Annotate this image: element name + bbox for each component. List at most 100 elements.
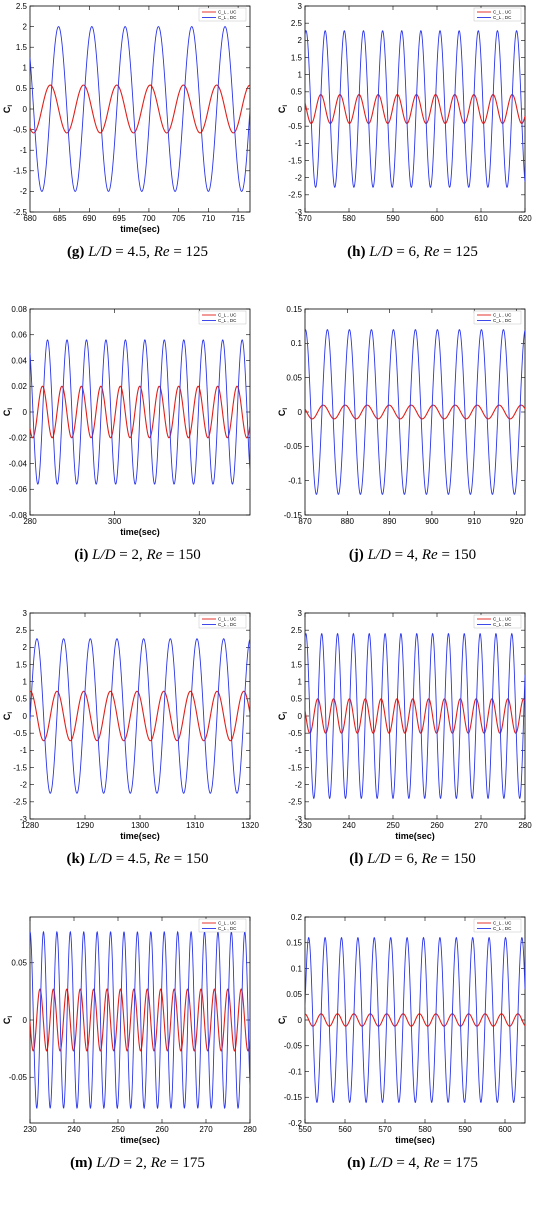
x-tick-label: 250 — [386, 821, 400, 830]
x-tick-label: 590 — [458, 1125, 472, 1134]
x-tick-label: 910 — [468, 517, 482, 526]
y-tick-label: -1 — [295, 139, 303, 148]
x-tick-label: 580 — [418, 1125, 432, 1134]
x-tick-label: 260 — [430, 821, 444, 830]
y-tick-label: -1.5 — [13, 167, 27, 176]
y-tick-label: 1.5 — [291, 660, 303, 669]
caption-l: (l) L/D = 6, Re = 150 — [349, 851, 476, 867]
y-tick-label: 0.1 — [291, 339, 303, 348]
y-tick-label: 0.02 — [11, 382, 27, 391]
y-tick-label: 2.5 — [291, 19, 303, 28]
y-tick-label: 0 — [23, 1016, 28, 1025]
x-tick-label: 570 — [378, 1125, 392, 1134]
y-tick-label: 0.15 — [286, 305, 302, 314]
legend: C_L , UCC_L , DC — [473, 7, 522, 22]
x-tick-label: 280 — [518, 821, 532, 830]
x-tick-label: 1290 — [76, 821, 94, 830]
x-tick-label: 270 — [199, 1125, 213, 1134]
y-tick-label: -3 — [295, 815, 303, 824]
y-tick-label: 0.5 — [16, 695, 28, 704]
y-axis-label: Cl — [277, 408, 289, 417]
chart-j: 870 880 890 900 910 920 -0.15 -0.1 -0.05 0 0.05 0.1… — [277, 305, 526, 526]
x-tick-label: 870 — [298, 517, 312, 526]
legend-label: C_L , DC — [493, 622, 512, 627]
legend: C_L , UCC_L , DC — [198, 614, 247, 629]
y-axis-label: Cl — [277, 105, 289, 114]
y-tick-label: 3 — [298, 2, 303, 11]
y-tick-label: -1.5 — [13, 763, 27, 772]
caption-k: (k) L/D = 4.5, Re = 150 — [66, 851, 209, 867]
y-tick-label: 1.5 — [16, 660, 28, 669]
chart-l: 230 240 250 260 270 280 -3 -2.5 -2 -1.5 -1 -0.5 0 0.5… — [277, 609, 532, 841]
panel-g: 685 690 695 700 705 710 715 680 -2.5 -2 -1.5 -1 -0.5… — [0, 0, 275, 294]
x-tick-label: 230 — [23, 1125, 37, 1134]
y-tick-label: -3 — [295, 208, 303, 217]
y-tick-label: 0.04 — [11, 356, 27, 365]
x-tick-label: 1300 — [131, 821, 149, 830]
y-tick-label: -2.5 — [288, 191, 302, 200]
caption-g: (g) L/D = 4.5, Re = 125 — [66, 244, 209, 260]
legend: C_L , UCC_L , DC — [473, 614, 522, 629]
series-line-uc — [305, 94, 525, 124]
y-tick-label: 1 — [298, 70, 303, 79]
legend-label: C_L , UC — [218, 617, 237, 622]
series-line-dc — [30, 339, 250, 485]
series-line-uc — [30, 988, 250, 1052]
legend-label: C_L , DC — [218, 926, 237, 931]
series-line-dc — [30, 26, 250, 192]
x-tick-label: 685 — [53, 214, 67, 223]
y-axis-label: Cl — [2, 105, 14, 114]
y-tick-label: 0 — [23, 408, 28, 417]
y-tick-label: 0.06 — [11, 331, 27, 340]
series-line-uc — [30, 385, 250, 439]
legend: C_L , UCC_L , DC — [473, 918, 522, 933]
x-tick-label: 1310 — [186, 821, 204, 830]
x-tick-label: 695 — [113, 214, 127, 223]
x-axis-label: time(sec) — [395, 1135, 435, 1145]
panel-h: 570 580 590 600 610 620 -3 -2.5 -2 -1.5 -1 -0.5 0 0.5… — [275, 0, 550, 294]
x-axis-label: time(sec) — [120, 1135, 160, 1145]
x-tick-label: 700 — [142, 214, 156, 223]
y-tick-label: -0.15 — [284, 1093, 303, 1102]
legend-label: C_L , DC — [218, 622, 237, 627]
legend-label: C_L , UC — [493, 313, 512, 318]
x-axis-label: time(sec) — [120, 527, 160, 537]
y-tick-label: 2.5 — [291, 626, 303, 635]
caption-m: (m) L/D = 2, Re = 175 — [70, 1155, 205, 1171]
y-tick-label: 0.05 — [286, 373, 302, 382]
x-tick-label: 320 — [193, 517, 207, 526]
chart-m: 230 240 250 260 270 280 -0.05 0 0.05 Cl time(sec) C… — [2, 916, 257, 1145]
y-tick-label: 0.15 — [286, 939, 302, 948]
y-tick-label: 1 — [23, 677, 28, 686]
x-tick-label: 280 — [23, 517, 37, 526]
x-tick-label: 250 — [111, 1125, 125, 1134]
y-tick-label: -3 — [20, 815, 28, 824]
y-tick-label: -0.5 — [288, 729, 302, 738]
y-axis-label: Cl — [2, 408, 14, 417]
series-line-uc — [30, 690, 250, 742]
y-tick-label: -0.04 — [9, 459, 28, 468]
y-tick-label: 0 — [298, 105, 303, 114]
series-line-dc — [305, 30, 525, 188]
legend: C_L , UCC_L , DC — [198, 918, 247, 933]
legend: C_L , UCC_L , DC — [473, 310, 522, 325]
series-line-dc — [30, 930, 250, 1110]
panel-n: 550 560 570 580 590 600 -0.2 -0.15 -0.1 -0.05 0 0.0… — [275, 911, 550, 1205]
y-tick-label: 0.5 — [291, 695, 303, 704]
legend-label: C_L , UC — [493, 10, 512, 15]
y-axis-label: Cl — [2, 712, 14, 721]
x-tick-label: 240 — [342, 821, 356, 830]
panel-j: 870 880 890 900 910 920 -0.15 -0.1 -0.05 0 0.05 0.1… — [275, 303, 550, 597]
y-tick-label: -0.5 — [13, 729, 27, 738]
y-tick-label: 1.5 — [291, 53, 303, 62]
legend-label: C_L , UC — [218, 921, 237, 926]
x-tick-label: 580 — [342, 214, 356, 223]
y-tick-label: -0.02 — [9, 434, 28, 443]
x-tick-label: 620 — [518, 214, 532, 223]
x-tick-label: 690 — [83, 214, 97, 223]
legend: C_L , UCC_L , DC — [198, 7, 247, 22]
y-tick-label: 0 — [23, 712, 28, 721]
y-tick-label: -0.05 — [9, 1073, 28, 1082]
y-tick-label: 3 — [298, 609, 303, 618]
legend-label: C_L , UC — [493, 617, 512, 622]
